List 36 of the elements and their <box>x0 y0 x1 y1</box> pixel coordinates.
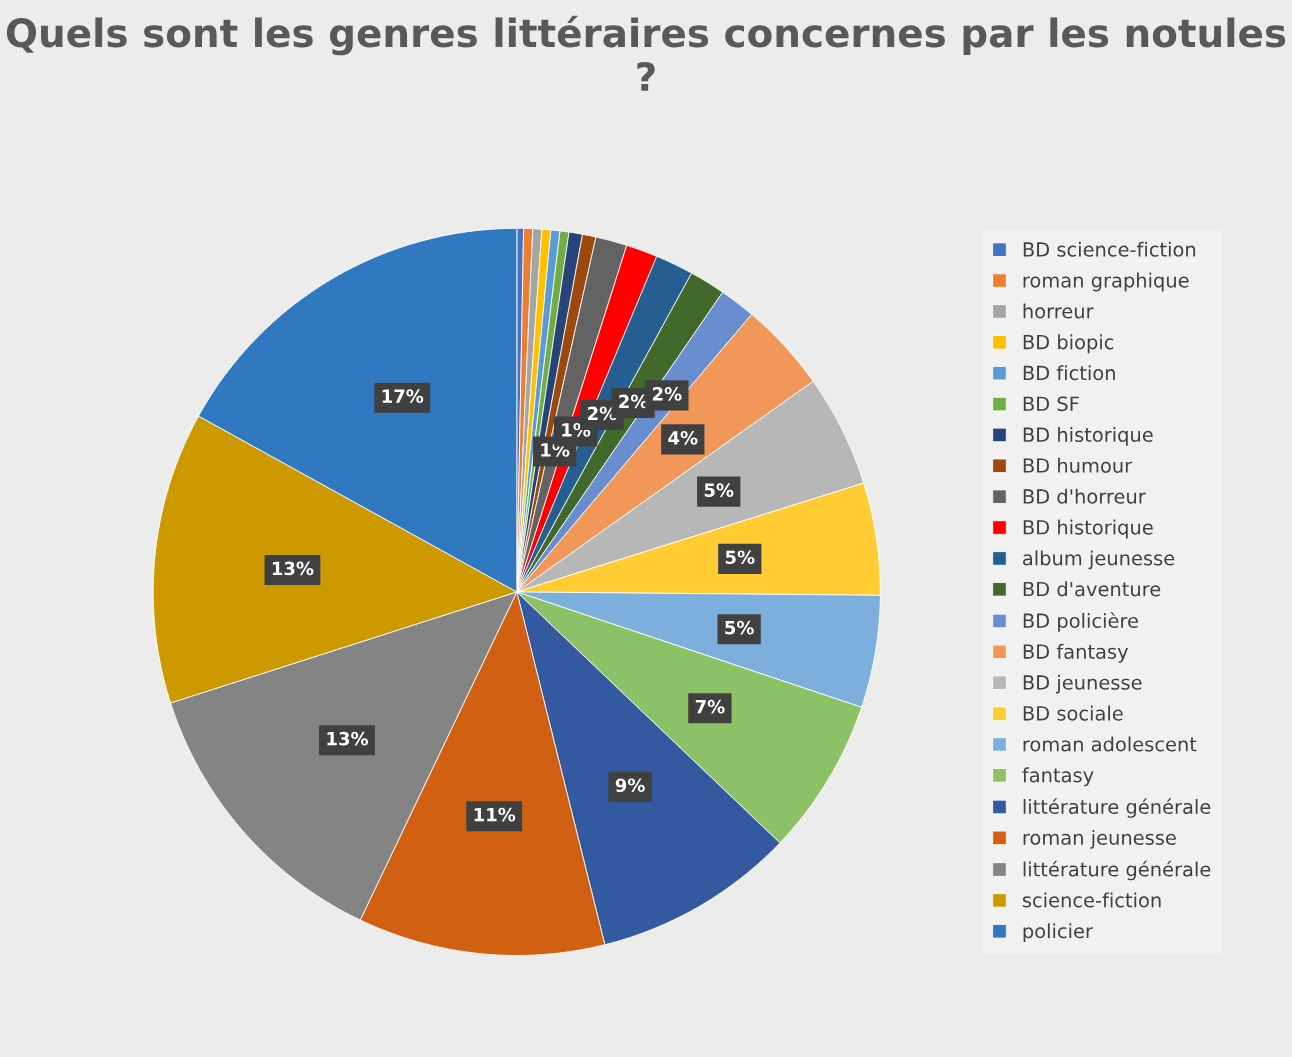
legend-label: BD SF <box>1023 396 1079 412</box>
chart-title: Quels sont les genres littéraires concernes par les notules ? <box>6 15 1286 91</box>
legend-label: littérature générale <box>1023 860 1211 881</box>
data-label: 13% <box>327 731 369 746</box>
legend-label: BD jeunesse <box>1023 674 1142 694</box>
legend-label: BD d'aventure <box>1023 581 1161 597</box>
legend-label: policier <box>1023 923 1093 943</box>
legend-label: science-fiction <box>1022 892 1161 908</box>
legend-label: BD policière <box>1023 612 1138 632</box>
data-label: 2% <box>619 394 648 409</box>
data-label: 9% <box>615 778 645 793</box>
legend-label: BD fantasy <box>1023 643 1129 663</box>
legend-label: fantasy <box>1022 767 1094 787</box>
legend-label: horreur <box>1023 303 1094 319</box>
data-label: 5% <box>725 550 755 565</box>
data-label: 7% <box>695 699 725 714</box>
legend-label: roman jeunesse <box>1023 829 1176 849</box>
legend-label: roman adolescent <box>1023 736 1197 752</box>
legend-label: BD fiction <box>1023 365 1115 381</box>
data-label: 13% <box>272 561 314 576</box>
legend-label: BD sociale <box>1023 705 1123 721</box>
legend-label: BD historique <box>1023 426 1153 446</box>
legend-label: BD science-fiction <box>1023 241 1196 257</box>
legend-label: BD d'horreur <box>1023 488 1146 504</box>
legend-label: roman graphique <box>1023 272 1189 292</box>
data-label: 5% <box>725 620 754 635</box>
legend-label: BD biopic <box>1023 334 1114 354</box>
legend-label: album jeunesse <box>1023 550 1175 570</box>
legend-label: BD humour <box>1023 457 1133 473</box>
legend-label: littérature générale <box>1023 798 1211 818</box>
data-label: 11% <box>474 807 516 822</box>
legend-label: BD historique <box>1023 519 1153 539</box>
data-label: 4% <box>668 430 698 445</box>
data-label: 2% <box>652 386 682 401</box>
data-label: 5% <box>704 483 734 497</box>
data-label: 17% <box>382 389 424 403</box>
